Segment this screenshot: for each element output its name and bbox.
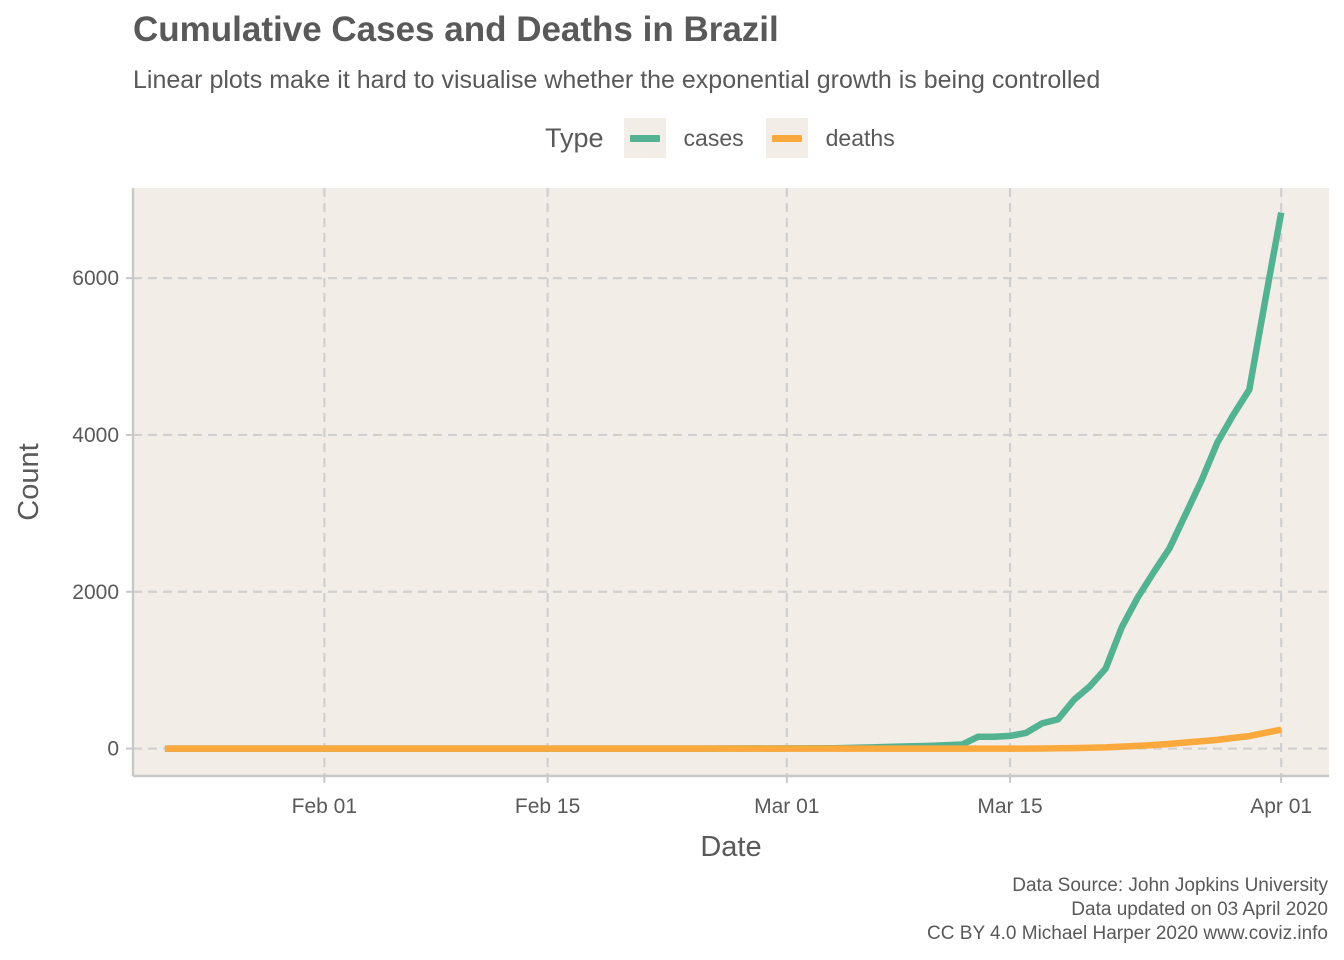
chart-title: Cumulative Cases and Deaths in Brazil <box>133 10 779 49</box>
x-tick-label: Mar 15 <box>977 795 1042 818</box>
y-tick-label: 0 <box>107 738 119 761</box>
x-tick-label: Feb 01 <box>292 795 357 818</box>
plot-panel <box>133 188 1329 776</box>
caption: Data Source: John Jopkins University Dat… <box>927 874 1328 946</box>
legend-key-deaths <box>765 118 808 158</box>
legend-key-cases <box>623 118 666 158</box>
legend-label-cases: cases <box>683 124 744 151</box>
legend-title: Type <box>545 122 604 153</box>
series-line-deaths <box>164 726 1282 752</box>
y-tick-label: 2000 <box>72 581 119 604</box>
y-tick-label: 6000 <box>72 267 119 290</box>
x-tick-label: Apr 01 <box>1250 795 1312 818</box>
x-axis-title: Date <box>700 831 761 863</box>
legend-label-deaths: deaths <box>825 124 895 151</box>
legend: Type cases deaths <box>545 118 917 158</box>
y-tick-label: 4000 <box>72 424 119 447</box>
x-tick-label: Mar 01 <box>754 795 819 818</box>
caption-updated: Data updated on 03 April 2020 <box>1071 899 1328 920</box>
caption-source: Data Source: John Jopkins University <box>1012 875 1328 896</box>
caption-license: CC BY 4.0 Michael Harper 2020 www.coviz.… <box>927 923 1328 944</box>
chart-subtitle: Linear plots make it hard to visualise w… <box>133 66 1101 94</box>
x-tick-label: Feb 15 <box>515 795 580 818</box>
y-axis-title: Count <box>13 443 45 520</box>
